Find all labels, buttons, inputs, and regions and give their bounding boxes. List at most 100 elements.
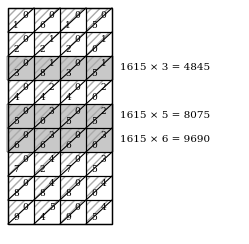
Text: 7: 7 [13, 165, 19, 174]
Text: 8: 8 [65, 189, 71, 198]
Bar [8, 152, 34, 176]
Text: 3: 3 [13, 69, 19, 78]
Bar [34, 152, 60, 176]
Bar [86, 32, 112, 56]
Bar [86, 128, 112, 152]
Text: 2: 2 [65, 45, 71, 54]
Text: 1: 1 [13, 21, 19, 30]
Text: 6: 6 [39, 141, 45, 150]
Bar [8, 128, 34, 152]
Text: 0: 0 [75, 83, 81, 92]
Text: 5: 5 [91, 117, 97, 126]
Bar [8, 152, 34, 176]
Bar [34, 104, 60, 128]
Text: 2: 2 [101, 107, 107, 116]
Bar [6, 56, 114, 80]
Bar [8, 56, 34, 80]
Bar [34, 32, 60, 56]
Text: 4: 4 [13, 93, 19, 102]
Text: 0: 0 [23, 107, 29, 116]
Bar [86, 104, 112, 128]
Text: 0: 0 [91, 141, 97, 150]
Bar [34, 80, 60, 104]
Bar [60, 176, 86, 200]
Text: 2: 2 [40, 165, 45, 174]
Text: 0: 0 [75, 155, 81, 164]
Bar [60, 200, 86, 224]
Text: 1: 1 [65, 21, 71, 30]
Bar [60, 152, 86, 176]
Text: 0: 0 [75, 59, 81, 68]
Bar [86, 56, 112, 80]
Text: 3: 3 [65, 69, 71, 78]
Bar [86, 200, 112, 224]
Text: 1615 × 3 = 4845: 1615 × 3 = 4845 [120, 63, 210, 72]
Bar [86, 128, 112, 152]
Text: 5: 5 [91, 213, 97, 222]
Text: 6: 6 [39, 21, 45, 30]
Bar [34, 8, 60, 32]
Bar [8, 200, 34, 224]
Bar [8, 104, 34, 128]
Bar [8, 8, 34, 32]
Bar [86, 80, 112, 104]
Bar [34, 104, 60, 128]
Bar [8, 104, 34, 128]
Bar [8, 200, 34, 224]
Text: 0: 0 [75, 35, 81, 44]
Text: 4: 4 [39, 213, 45, 222]
Bar [86, 8, 112, 32]
Text: 0: 0 [23, 35, 29, 44]
Text: 0: 0 [23, 179, 29, 188]
Text: 2: 2 [40, 45, 45, 54]
Bar [8, 80, 34, 104]
Text: 0: 0 [49, 11, 55, 20]
Bar [86, 80, 112, 104]
Bar [86, 152, 112, 176]
Text: 2: 2 [49, 83, 55, 92]
Text: 1: 1 [101, 59, 107, 68]
Text: 0: 0 [75, 107, 81, 116]
Bar [34, 176, 60, 200]
Text: 3: 3 [49, 107, 55, 116]
Bar [60, 32, 86, 56]
Text: 0: 0 [23, 203, 29, 212]
Text: 0: 0 [75, 179, 81, 188]
Bar [60, 32, 86, 56]
Text: 1: 1 [101, 35, 107, 44]
Bar [86, 8, 112, 32]
Bar [34, 200, 60, 224]
Bar [60, 80, 86, 104]
Bar [86, 56, 112, 80]
Bar [8, 32, 34, 56]
Bar [8, 8, 112, 224]
Text: 1615 × 6 = 9690: 1615 × 6 = 9690 [120, 135, 210, 144]
Bar [60, 56, 86, 80]
Bar [60, 104, 86, 128]
Bar [86, 104, 112, 128]
Text: 0: 0 [23, 83, 29, 92]
Text: 5: 5 [65, 117, 71, 126]
Bar [34, 32, 60, 56]
Text: 0: 0 [23, 131, 29, 140]
Bar [86, 32, 112, 56]
Text: 0: 0 [23, 155, 29, 164]
Bar [34, 200, 60, 224]
Text: 4: 4 [39, 93, 45, 102]
Bar [86, 176, 112, 200]
Bar [8, 56, 34, 80]
Bar [8, 128, 34, 152]
Text: 4: 4 [49, 155, 55, 164]
Bar [86, 152, 112, 176]
Text: 5: 5 [91, 69, 97, 78]
Text: 2: 2 [13, 45, 19, 54]
Text: 5: 5 [91, 165, 97, 174]
Bar [60, 176, 86, 200]
Bar [34, 56, 60, 80]
Text: 5: 5 [91, 21, 97, 30]
Text: 8: 8 [39, 189, 45, 198]
Text: 4: 4 [101, 203, 107, 212]
Text: 1: 1 [49, 59, 55, 68]
Bar [8, 32, 34, 56]
Text: 0: 0 [91, 189, 97, 198]
